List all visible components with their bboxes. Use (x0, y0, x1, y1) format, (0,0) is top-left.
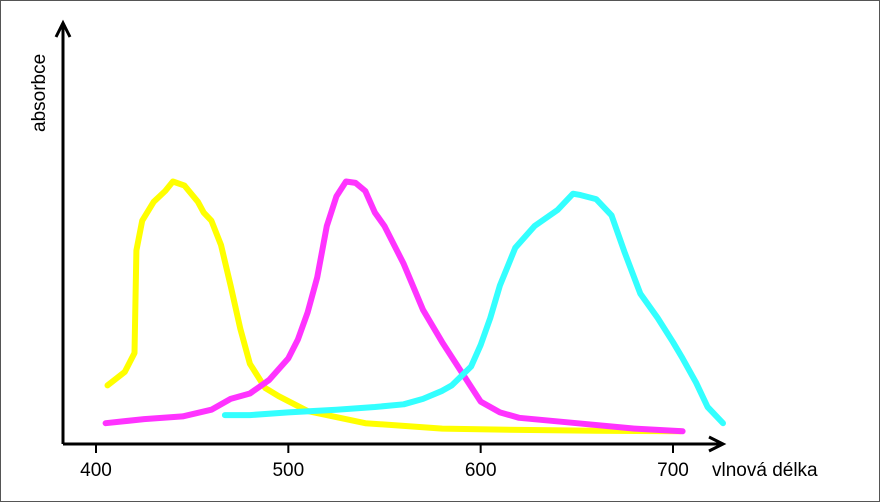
series-line-3 (221, 190, 726, 427)
y-axis-arrow (54, 19, 72, 38)
x-axis-arrow (708, 435, 727, 453)
x-axis-label: vlnová délka (712, 460, 818, 481)
x-tick-label: 700 (657, 460, 689, 481)
x-tick-label: 500 (272, 460, 304, 481)
series-line-2 (102, 178, 686, 435)
y-axis-label: absorbce (29, 54, 50, 132)
series-line-1 (104, 178, 684, 435)
x-tick-label: 400 (80, 460, 112, 481)
x-tick-label: 600 (465, 460, 497, 481)
